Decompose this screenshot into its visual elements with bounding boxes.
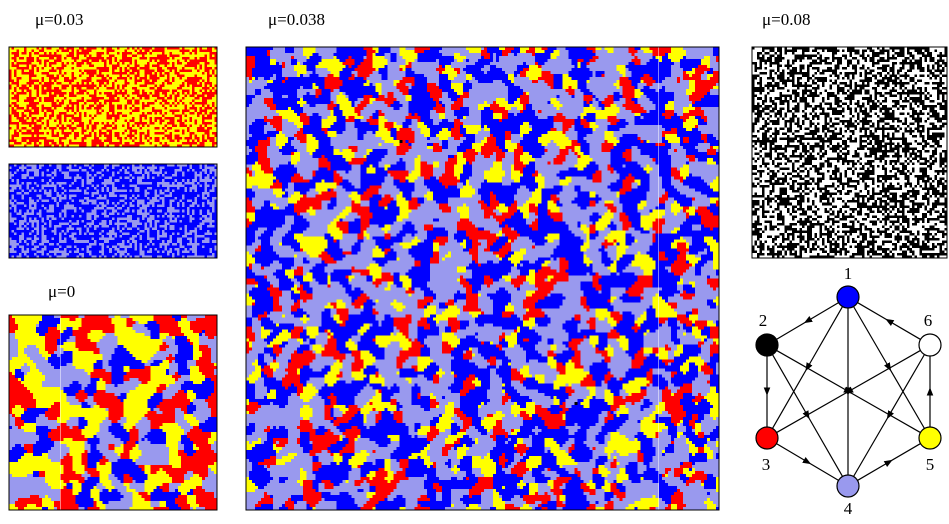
- edge: [805, 306, 844, 372]
- edge: [776, 390, 849, 434]
- lattice-cells: [9, 315, 217, 510]
- lattice-cells: [752, 47, 947, 258]
- cycle-graph: 1 2 3 4 5 6: [755, 264, 942, 518]
- edge: [776, 443, 812, 465]
- panel-label: μ=0.08: [762, 10, 810, 29]
- node-label: 2: [759, 311, 768, 330]
- lattice-frame: [245, 46, 720, 511]
- lattice-frame: [8, 46, 218, 148]
- edge: [888, 367, 925, 429]
- node-label: 4: [844, 499, 853, 518]
- edge: [888, 443, 921, 463]
- node: [755, 333, 779, 357]
- lattice-cells: [9, 47, 217, 147]
- panel-label: μ=0: [48, 282, 75, 301]
- node: [918, 333, 942, 357]
- lattice-cells: [9, 164, 217, 258]
- edge: [885, 318, 921, 340]
- edge: [771, 354, 810, 420]
- node-label: 5: [926, 455, 935, 474]
- edge: [771, 367, 809, 429]
- lattice-frame: [751, 46, 948, 259]
- edge: [857, 302, 890, 322]
- lattice-cells: [9, 315, 217, 510]
- node: [918, 426, 942, 450]
- edge: [844, 349, 921, 394]
- edge: [807, 461, 839, 481]
- node-label: 3: [762, 455, 771, 474]
- edge: [806, 415, 844, 477]
- lattice-cells: [9, 315, 217, 510]
- node: [755, 426, 779, 450]
- edge: [803, 302, 839, 324]
- panel-label: μ=0.038: [268, 10, 325, 29]
- node: [836, 474, 860, 498]
- lattice-cells: [246, 47, 719, 510]
- edge: [853, 306, 892, 372]
- panel-label: μ=0.03: [35, 10, 83, 29]
- lattice-cells: [9, 164, 217, 258]
- edge: [857, 459, 893, 481]
- node-label: 6: [924, 311, 933, 330]
- edge: [853, 415, 890, 477]
- edge: [776, 349, 853, 394]
- node: [836, 285, 860, 309]
- edge: [776, 320, 808, 340]
- edge: [886, 354, 925, 420]
- lattice-cells: [9, 315, 217, 510]
- edge: [848, 390, 921, 434]
- lattice-frame: [8, 163, 218, 259]
- node-label: 1: [844, 264, 853, 283]
- lattice-frame: [8, 314, 218, 511]
- lattices: [8, 46, 948, 511]
- lattice-cells: [246, 47, 719, 510]
